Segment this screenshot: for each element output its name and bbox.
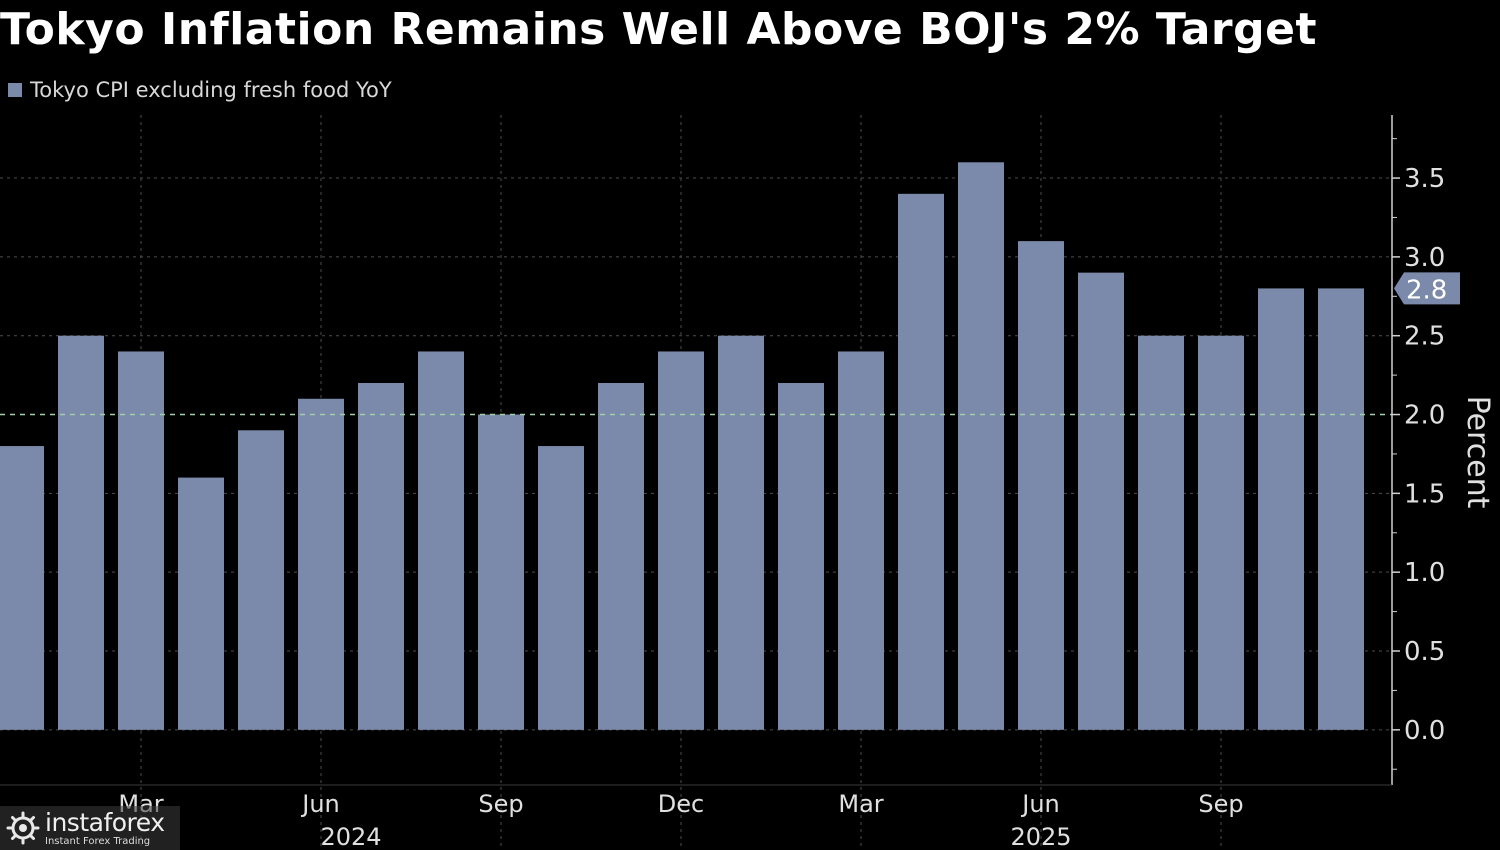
bar	[1078, 272, 1124, 730]
last-value-label: 2.8	[1406, 275, 1447, 305]
bar	[238, 430, 284, 730]
bar	[358, 383, 404, 730]
bar	[838, 351, 884, 730]
legend-label: Tokyo CPI excluding fresh food YoY	[30, 78, 392, 102]
watermark-tagline: Instant Forex Trading	[45, 835, 151, 847]
year-label: 2025	[1010, 823, 1071, 850]
bar	[658, 351, 704, 730]
y-tick-label: 1.0	[1404, 558, 1445, 588]
y-tick-label: 2.0	[1404, 401, 1445, 431]
bar	[1318, 288, 1364, 730]
bar	[1018, 241, 1064, 730]
x-tick-label: Sep	[478, 790, 523, 818]
chart-title: Tokyo Inflation Remains Well Above BOJ's…	[0, 4, 1317, 55]
y-tick-label: 0.0	[1404, 716, 1445, 746]
bar	[1198, 335, 1244, 730]
x-tick-label: Jun	[1020, 790, 1060, 818]
y-tick-label: 3.5	[1404, 164, 1445, 194]
y-axis-title: Percent	[1460, 396, 1495, 509]
watermark: instaforex Instant Forex Trading	[0, 806, 180, 850]
bar	[718, 335, 764, 730]
bar	[778, 383, 824, 730]
instaforex-logo-icon	[6, 811, 40, 845]
bar	[58, 335, 104, 730]
bar	[1258, 288, 1304, 730]
x-tick-label: Mar	[838, 790, 883, 818]
y-tick-label: 1.5	[1404, 479, 1445, 509]
bar	[418, 351, 464, 730]
bar	[118, 351, 164, 730]
y-tick-label: 3.0	[1404, 243, 1445, 273]
last-value-tag	[1394, 272, 1460, 305]
bar	[478, 414, 524, 730]
bar	[958, 162, 1004, 730]
bar	[298, 398, 344, 730]
bar	[538, 446, 584, 730]
bar	[598, 383, 644, 730]
x-tick-label: Dec	[658, 790, 704, 818]
legend: Tokyo CPI excluding fresh food YoY	[8, 78, 392, 102]
x-tick-label: Jun	[300, 790, 340, 818]
bar	[1138, 335, 1184, 730]
y-tick-label: 2.5	[1404, 322, 1445, 352]
bar	[0, 446, 44, 730]
x-tick-label: Sep	[1198, 790, 1243, 818]
watermark-brand: instaforex	[45, 807, 165, 837]
year-label: 2024	[320, 823, 381, 850]
bar	[898, 193, 944, 730]
y-tick-label: 0.5	[1404, 637, 1445, 667]
legend-swatch	[8, 83, 22, 97]
bar	[178, 477, 224, 730]
